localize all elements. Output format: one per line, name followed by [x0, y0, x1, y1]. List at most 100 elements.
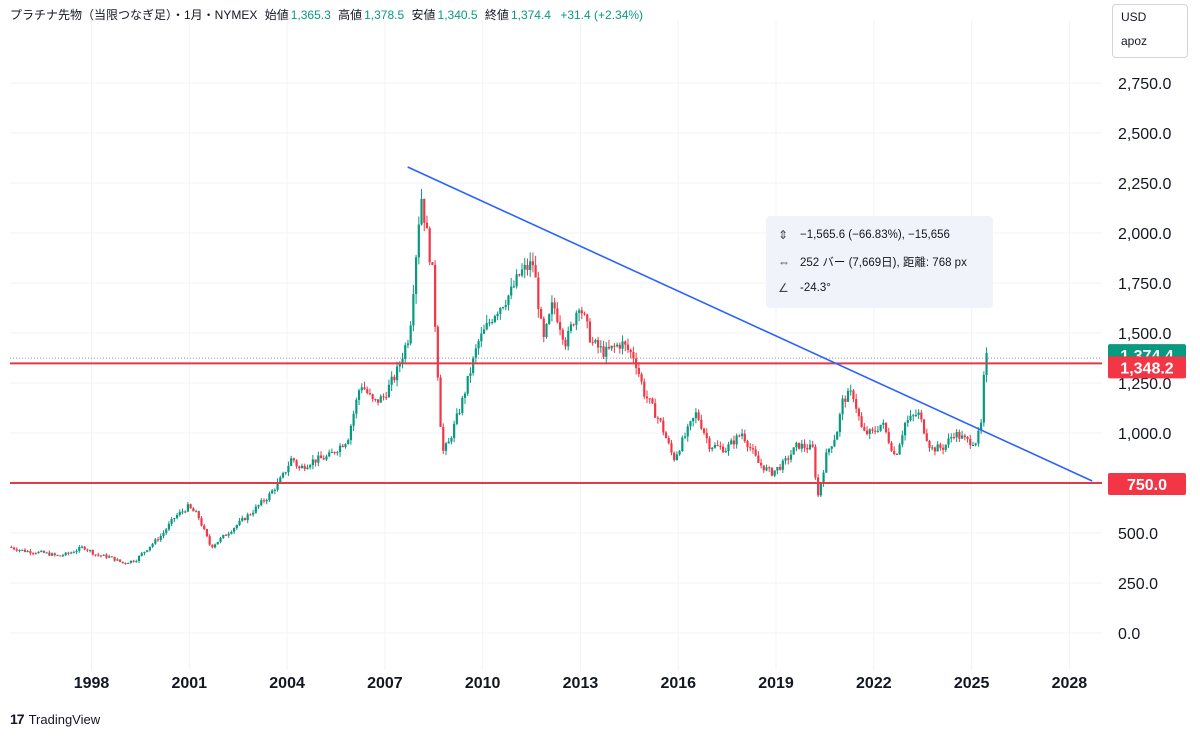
candle-body	[980, 422, 983, 431]
candle-body	[165, 529, 168, 533]
candle-body	[105, 554, 108, 558]
change-value: +31.4 (+2.34%)	[560, 8, 644, 22]
candle-body	[863, 427, 866, 431]
candle-body	[857, 408, 860, 417]
candle-body	[23, 549, 27, 552]
candle-body	[713, 445, 717, 448]
candle-body	[15, 549, 18, 551]
vertical-range-icon: ⇕	[778, 228, 789, 242]
y-tick-label: 2,250.0	[1118, 176, 1171, 193]
candle-body	[428, 228, 431, 263]
candle-body	[12, 547, 16, 550]
candle-body	[876, 430, 879, 432]
candle-body	[276, 482, 279, 490]
candle-body	[836, 432, 839, 440]
candle-body	[531, 261, 535, 266]
candle-body	[602, 346, 605, 357]
candle-body	[572, 324, 575, 326]
symbol-title[interactable]: プラチナ先物（当限つなぎ足）・1月・NYMEX	[10, 8, 258, 22]
candle-body	[143, 551, 146, 554]
candle-body	[309, 465, 312, 468]
candle-body	[303, 465, 306, 470]
x-tick-label: 2022	[856, 675, 892, 692]
y-tick-label: 500.0	[1118, 526, 1158, 543]
candle-body	[205, 529, 209, 537]
candle-body	[341, 445, 344, 448]
candle-body	[129, 560, 132, 563]
candle-body	[819, 483, 822, 496]
candle-body	[390, 376, 393, 385]
candle-body	[404, 345, 407, 359]
candle-body	[529, 261, 532, 270]
candle-body	[678, 451, 681, 455]
candle-body	[841, 398, 844, 415]
candle-body	[194, 511, 198, 513]
candle-body	[110, 556, 113, 558]
low-label: 安値	[411, 8, 436, 22]
candle-body	[37, 551, 40, 554]
candle-body	[977, 430, 980, 444]
candle-body	[409, 325, 412, 344]
candle-body	[681, 437, 684, 452]
candle-body	[284, 472, 287, 474]
candle-body	[466, 375, 469, 394]
candle-body	[800, 443, 803, 449]
candle-body	[31, 553, 35, 555]
candle-body	[537, 277, 540, 310]
candle-body	[415, 257, 418, 295]
candle-body	[645, 396, 649, 399]
candle-body	[659, 418, 662, 421]
candle-body	[651, 398, 654, 404]
candle-body	[648, 398, 651, 400]
candle-body	[526, 264, 529, 270]
candle-body	[45, 552, 48, 554]
candle-body	[330, 452, 333, 454]
candle-body	[708, 438, 711, 450]
candle-body	[577, 310, 581, 313]
candle-body	[357, 390, 361, 400]
candle-body	[290, 458, 293, 466]
candle-body	[507, 295, 510, 306]
candle-body	[868, 429, 871, 435]
price-range-text: −1,565.6 (−66.83%), −15,656	[800, 229, 950, 241]
candle-body	[499, 308, 502, 314]
candle-body	[203, 525, 206, 530]
candle-body	[167, 523, 171, 530]
candle-body	[898, 444, 901, 455]
candle-body	[170, 519, 173, 524]
candle-body	[265, 499, 268, 502]
tradingview-footer[interactable]: 17 TradingView	[10, 711, 100, 727]
candle-body	[311, 459, 314, 466]
low-value: 1,340.5	[437, 8, 478, 22]
candle-body	[751, 448, 755, 450]
candle-body	[773, 470, 776, 476]
currency-box[interactable]: USD apoz	[1112, 4, 1188, 58]
trend-line	[407, 166, 1093, 482]
candle-body	[580, 310, 583, 314]
candle-body	[673, 452, 676, 461]
x-tick-label: 2028	[1052, 675, 1088, 692]
candle-body	[325, 456, 328, 460]
candle-body	[860, 416, 863, 428]
candle-body	[512, 286, 515, 288]
candle-body	[770, 467, 774, 476]
candle-body	[583, 313, 586, 315]
user-label: apoz	[1121, 34, 1148, 48]
measure-tooltip: ⇕ −1,565.6 (−66.83%), −15,656 ⇔ 252 バー (…	[766, 216, 993, 308]
candle-body	[762, 465, 765, 471]
x-tick-label: 2025	[954, 675, 990, 692]
candle-body	[808, 444, 812, 450]
candle-body	[197, 511, 200, 519]
candle-body	[941, 447, 945, 450]
candle-body	[412, 294, 415, 326]
candle-body	[768, 467, 771, 469]
level-badge-bg	[1108, 356, 1186, 379]
candle-body	[222, 534, 225, 538]
candle-body	[922, 419, 926, 434]
candles-group	[10, 188, 988, 565]
angle-row: ∠ -24.3°	[778, 279, 831, 297]
candle-body	[803, 443, 806, 448]
candle-body	[393, 376, 396, 381]
candle-body	[963, 435, 966, 438]
